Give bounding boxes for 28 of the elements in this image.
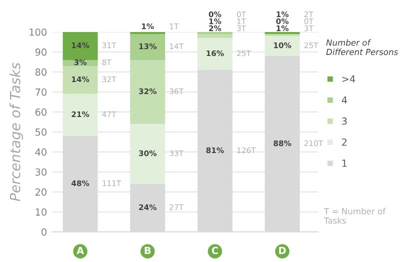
y-tick-label: 70 (36, 88, 46, 96)
legend-label: 4 (342, 96, 347, 104)
y-tick-label: 50 (36, 128, 46, 136)
y-tick-label: 10 (36, 208, 46, 216)
legend-label: 2 (342, 138, 347, 146)
legend-title: Number of Different Persons (326, 39, 398, 56)
y-tick-label: 20 (35, 188, 46, 196)
x-tick-label: C (212, 246, 218, 254)
y-tick-label: 40 (35, 148, 46, 156)
legend-label: >4 (342, 75, 356, 82)
bar (62, 66, 98, 94)
y-tick-label: 90 (35, 48, 46, 56)
x-tick-label: D (279, 246, 286, 254)
y-tick-label: 60 (35, 108, 46, 116)
x-tick-label: A (76, 246, 84, 254)
text: T = Number of Tasks (324, 208, 386, 224)
y-tick-label: 0 (42, 228, 46, 236)
legend-label: 3 (342, 117, 347, 125)
bar (62, 32, 98, 60)
bar (130, 60, 166, 124)
y-tick-label: 30 (36, 168, 46, 176)
y-tick-label: 100 (30, 28, 46, 36)
x-tick-label: B (144, 246, 151, 254)
legend-label: 1 (342, 160, 347, 167)
y-axis-title: Percentage of Tasks (10, 62, 24, 202)
bar (197, 34, 232, 38)
y-tick-label: 80 (35, 68, 46, 76)
bar (130, 34, 166, 60)
